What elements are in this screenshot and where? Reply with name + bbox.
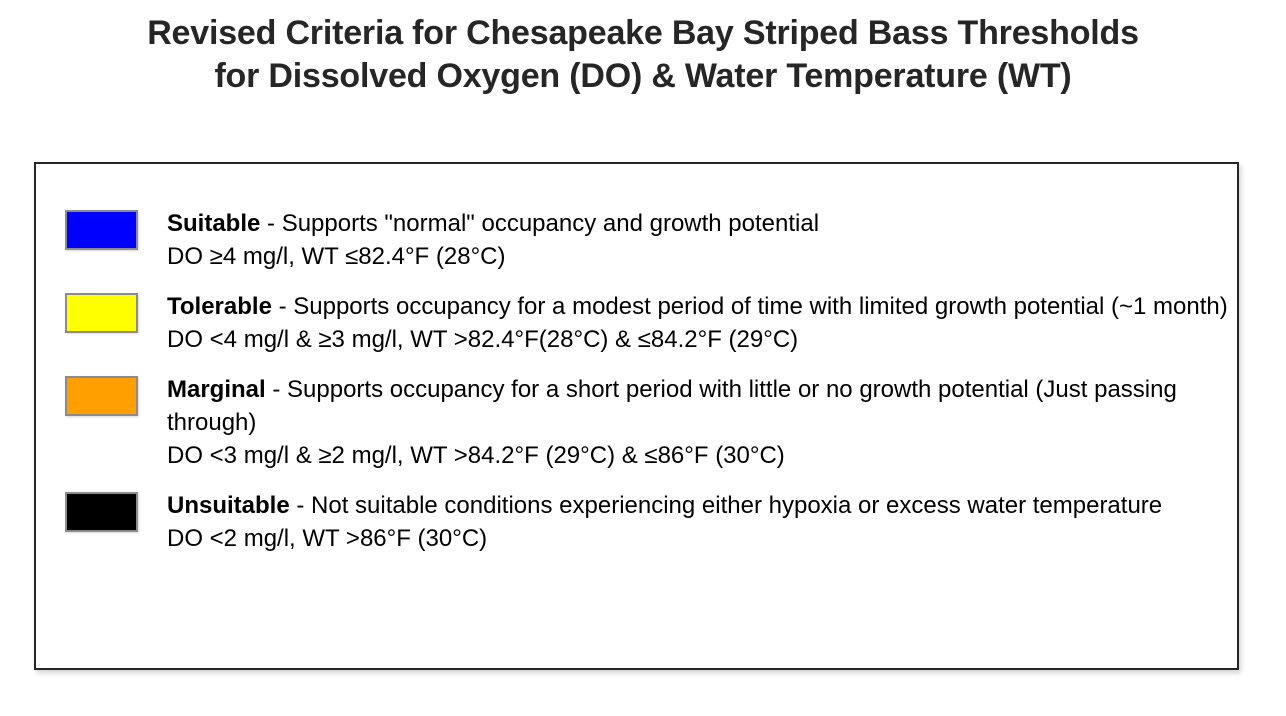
legend-item-criteria: DO <4 mg/l & ≥3 mg/l, WT >82.4°F(28°C) &…: [167, 326, 799, 353]
tolerable-color-swatch: [65, 293, 138, 333]
legend-item-unsuitable: Unsuitable - Not suitable conditions exp…: [36, 489, 1237, 555]
criteria-legend-box: Suitable - Supports "normal" occupancy a…: [34, 162, 1239, 670]
legend-item-label: Tolerable: [167, 293, 272, 320]
legend-item-text: Unsuitable - Not suitable conditions exp…: [167, 489, 1231, 555]
legend-item-criteria: DO <3 mg/l & ≥2 mg/l, WT >84.2°F (29°C) …: [167, 442, 785, 469]
legend-item-description: Tolerable - Supports occupancy for a mod…: [167, 290, 1231, 323]
unsuitable-color-swatch: [65, 492, 138, 532]
legend-item-text: Tolerable - Supports occupancy for a mod…: [167, 290, 1231, 356]
legend-item-description-text: - Supports occupancy for a short period …: [167, 376, 1177, 436]
legend-item-marginal: Marginal - Supports occupancy for a shor…: [36, 373, 1237, 472]
legend-item-label: Marginal: [167, 376, 266, 403]
legend-item-description: Unsuitable - Not suitable conditions exp…: [167, 489, 1231, 522]
page-title-line1: Revised Criteria for Chesapeake Bay Stri…: [147, 14, 1139, 52]
legend-item-criteria: DO <2 mg/l, WT >86°F (30°C): [167, 525, 488, 552]
legend-item-description: Marginal - Supports occupancy for a shor…: [167, 373, 1231, 439]
legend-item-tolerable: Tolerable - Supports occupancy for a mod…: [36, 290, 1237, 356]
suitable-color-swatch: [65, 210, 138, 250]
legend-item-description-text: - Not suitable conditions experiencing e…: [289, 492, 1163, 519]
marginal-color-swatch: [65, 376, 138, 416]
legend-item-label: Suitable: [167, 210, 261, 237]
page-title-line2: for Dissolved Oxygen (DO) & Water Temper…: [214, 57, 1072, 95]
legend-item-description: Suitable - Supports "normal" occupancy a…: [167, 207, 1231, 240]
legend-item-label: Unsuitable: [167, 492, 290, 519]
legend-item-text: Suitable - Supports "normal" occupancy a…: [167, 207, 1231, 273]
legend-item-criteria: DO ≥4 mg/l, WT ≤82.4°F (28°C): [167, 243, 506, 270]
page-title: Revised Criteria for Chesapeake Bay Stri…: [0, 0, 1286, 98]
legend-item-suitable: Suitable - Supports "normal" occupancy a…: [36, 207, 1237, 273]
legend-item-description-text: - Supports "normal" occupancy and growth…: [260, 210, 820, 237]
legend-item-text: Marginal - Supports occupancy for a shor…: [167, 373, 1231, 472]
legend-item-description-text: - Supports occupancy for a modest period…: [271, 293, 1228, 320]
